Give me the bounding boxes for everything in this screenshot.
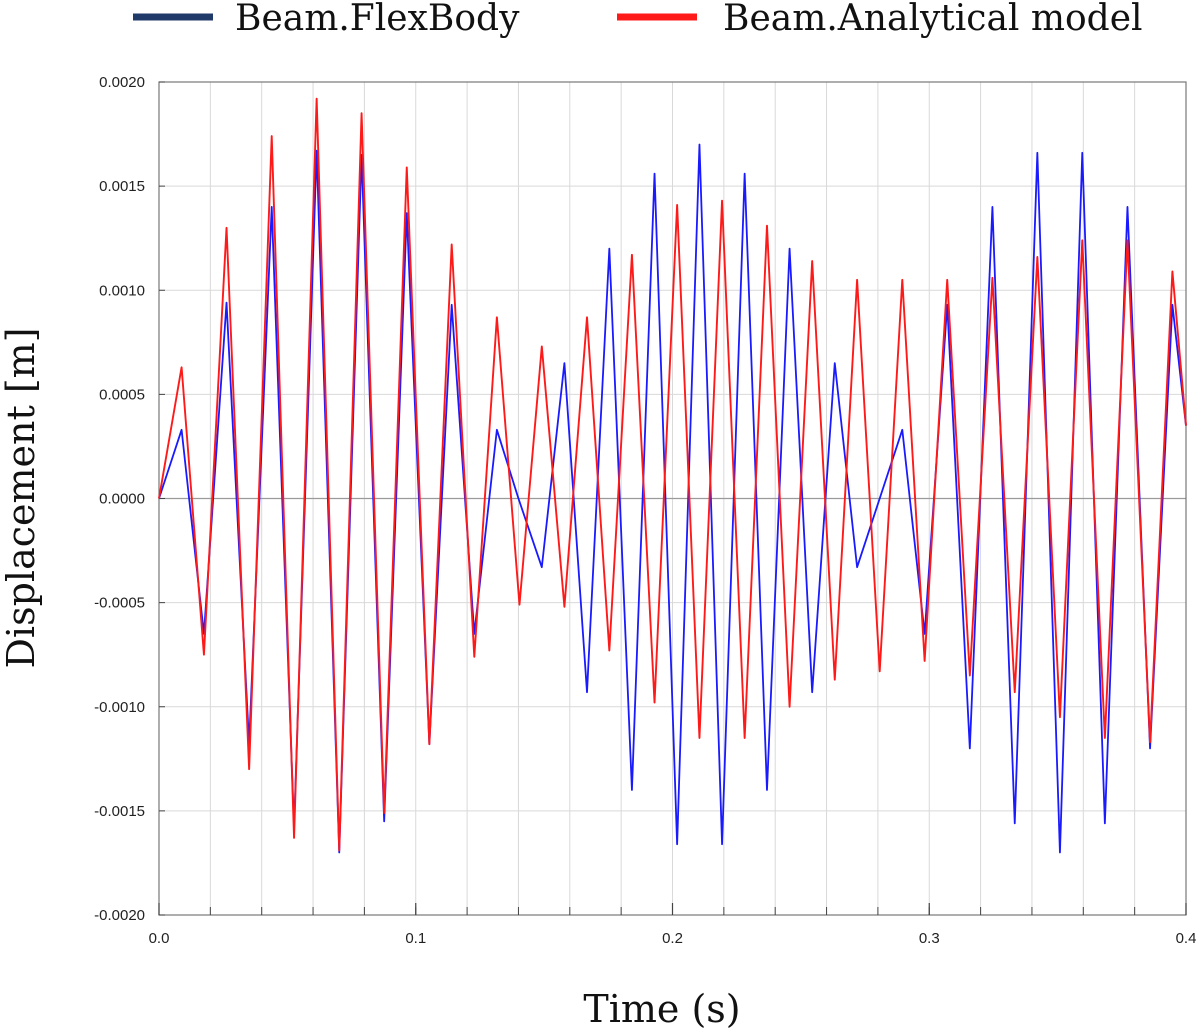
y-tick-label: 0.0020 bbox=[99, 74, 145, 91]
y-tick-label: -0.0020 bbox=[94, 907, 145, 924]
series-line-analytical bbox=[158, 97, 1187, 852]
x-tick-label: 0.1 bbox=[405, 930, 426, 947]
y-tick-label: 0.0010 bbox=[99, 282, 145, 299]
series-layer bbox=[158, 97, 1187, 854]
y-axis-ticks: 0.0020 0.0015 0.0010 0.0005 0.0000 -0.0005 -0.… bbox=[94, 74, 165, 924]
y-tick-label: 0.0005 bbox=[99, 386, 145, 403]
y-tick-label: -0.0005 bbox=[94, 595, 145, 612]
legend-label-flexbody: Beam.FlexBody bbox=[235, 0, 520, 39]
y-tick-label: -0.0015 bbox=[94, 803, 145, 820]
x-tick-label: 0.3 bbox=[919, 930, 940, 947]
legend: Beam.FlexBody Beam.Analytical model bbox=[133, 0, 1143, 39]
x-tick-label: 0.4 bbox=[1176, 930, 1197, 947]
x-tick-label: 0.0 bbox=[149, 930, 170, 947]
x-axis-ticks: 0.0 0.1 0.2 0.3 0.4 bbox=[149, 903, 1197, 947]
legend-item-analytical: Beam.Analytical model bbox=[617, 0, 1143, 39]
y-tick-label: 0.0015 bbox=[99, 178, 145, 195]
legend-item-flexbody: Beam.FlexBody bbox=[133, 0, 520, 39]
y-tick-label: 0.0000 bbox=[99, 491, 145, 508]
x-axis-title: Time (s) bbox=[583, 987, 740, 1031]
legend-label-analytical: Beam.Analytical model bbox=[723, 0, 1143, 39]
y-axis-title: Displacement [m] bbox=[0, 327, 43, 668]
x-tick-label: 0.2 bbox=[662, 930, 683, 947]
y-tick-label: -0.0010 bbox=[94, 699, 145, 716]
